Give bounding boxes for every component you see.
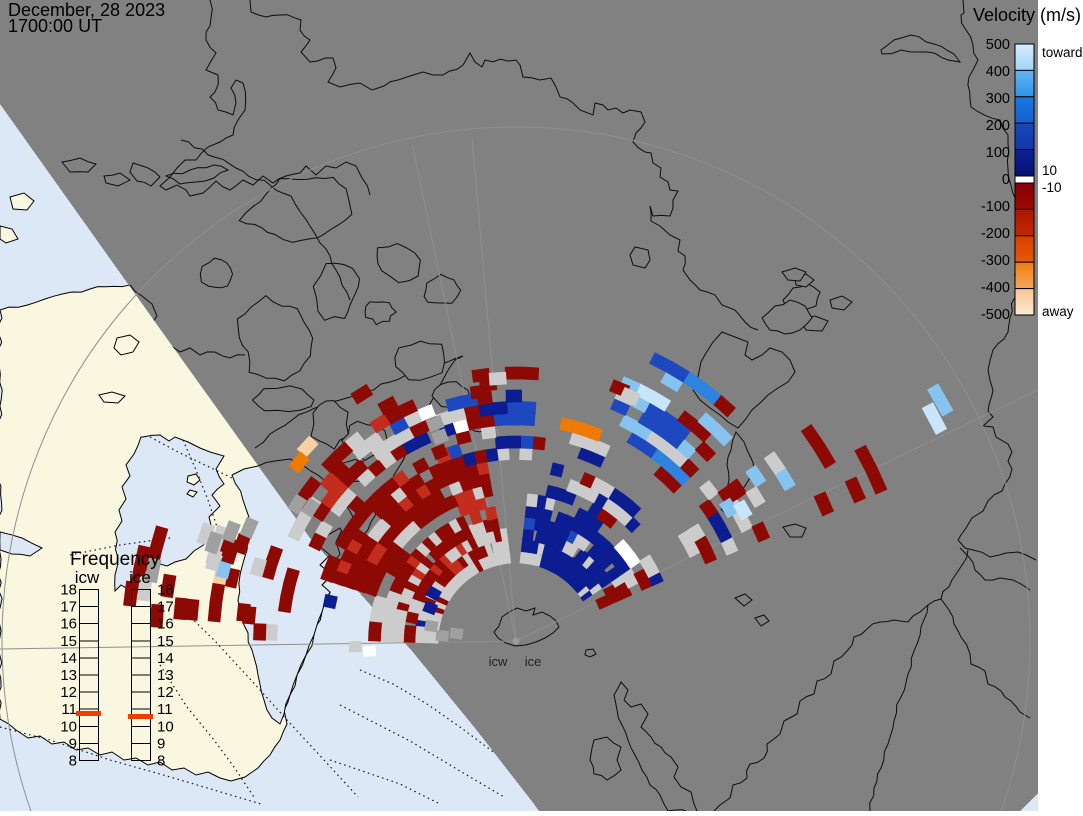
svg-text:ice: ice — [525, 654, 542, 669]
svg-text:300: 300 — [986, 91, 1010, 107]
svg-text:11: 11 — [157, 701, 173, 718]
svg-text:Frequency: Frequency — [70, 549, 160, 570]
svg-text:9: 9 — [69, 735, 77, 752]
svg-text:500: 500 — [986, 37, 1010, 53]
svg-text:-10: -10 — [1042, 180, 1062, 195]
svg-text:10: 10 — [157, 718, 174, 735]
svg-text:100: 100 — [986, 145, 1010, 161]
svg-text:12: 12 — [157, 684, 174, 701]
svg-text:16: 16 — [60, 616, 77, 633]
svg-text:-200: -200 — [981, 226, 1010, 242]
svg-text:14: 14 — [157, 650, 174, 667]
svg-text:8: 8 — [157, 753, 165, 770]
svg-text:11: 11 — [61, 701, 77, 718]
svg-text:13: 13 — [157, 667, 174, 684]
svg-text:ice: ice — [129, 568, 151, 587]
svg-text:17: 17 — [157, 599, 174, 616]
svg-text:9: 9 — [157, 735, 165, 752]
svg-text:13: 13 — [60, 667, 77, 684]
svg-text:8: 8 — [69, 753, 77, 770]
svg-text:16: 16 — [157, 616, 174, 633]
svg-text:icw: icw — [75, 568, 100, 587]
svg-text:10: 10 — [1042, 163, 1057, 178]
svg-text:18: 18 — [60, 582, 77, 599]
svg-text:15: 15 — [60, 633, 77, 650]
svg-text:14: 14 — [60, 650, 77, 667]
svg-text:10: 10 — [60, 718, 77, 735]
svg-text:away: away — [1042, 304, 1074, 319]
svg-text:1700:00 UT: 1700:00 UT — [8, 16, 102, 36]
svg-text:Velocity (m/s): Velocity (m/s) — [973, 5, 1081, 25]
svg-text:December, 28 2023: December, 28 2023 — [8, 0, 165, 20]
svg-text:-100: -100 — [981, 199, 1010, 215]
svg-text:400: 400 — [986, 64, 1010, 80]
svg-text:0: 0 — [1002, 172, 1010, 188]
svg-text:18: 18 — [157, 582, 174, 599]
svg-text:15: 15 — [157, 633, 174, 650]
svg-text:17: 17 — [60, 599, 77, 616]
svg-text:-300: -300 — [981, 253, 1010, 269]
svg-text:12: 12 — [60, 684, 77, 701]
svg-text:toward: toward — [1042, 45, 1083, 60]
svg-text:icw: icw — [489, 654, 508, 669]
svg-text:-400: -400 — [981, 280, 1010, 296]
svg-text:-500: -500 — [981, 307, 1010, 323]
svg-text:200: 200 — [986, 118, 1010, 134]
